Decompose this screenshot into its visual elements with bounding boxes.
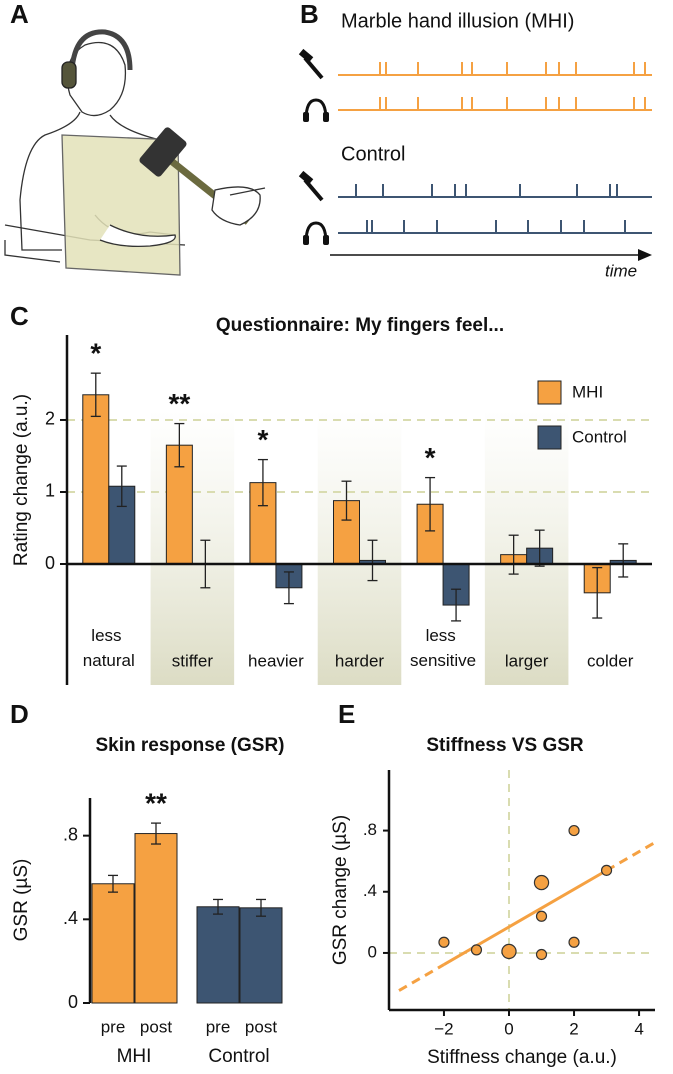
title: Marble hand illusion (MHI) — [341, 10, 574, 32]
error-bar — [174, 422, 185, 468]
x-tick-label: heavier — [248, 651, 304, 670]
legend-label: Control — [572, 427, 627, 446]
chart-title: Questionnaire: My fingers feel... — [216, 315, 504, 336]
bar — [239, 907, 283, 1004]
y-tick-label: .4 — [363, 881, 377, 900]
category-band — [484, 410, 569, 685]
point — [600, 864, 613, 876]
error-bar — [534, 529, 545, 567]
y-tick-label: .4 — [63, 908, 78, 928]
x-axis-label: time — [605, 261, 637, 280]
legend-label: MHI — [572, 382, 603, 401]
significance: ** — [168, 388, 190, 419]
bar — [134, 833, 178, 1004]
error-bar — [341, 480, 352, 521]
headphone-icon — [303, 98, 329, 122]
x-tick-label: −2 — [434, 1019, 453, 1038]
y-tick-label: 0 — [45, 553, 55, 573]
y-tick-label: .8 — [363, 820, 377, 839]
x-tick-label: less sensitive — [410, 626, 476, 670]
hammer-icon — [298, 170, 324, 202]
fit-line — [443, 869, 608, 966]
error-bar — [108, 874, 118, 893]
x-tick-label: 2 — [569, 1019, 578, 1038]
error-bar — [257, 458, 268, 507]
significance: * — [257, 424, 268, 455]
error-bar — [151, 822, 161, 845]
subtitle: Control — [341, 143, 405, 165]
panel-label: B — [300, 0, 319, 29]
chart-title: Stiffness VS GSR — [426, 735, 584, 756]
error-bar — [256, 898, 266, 917]
error-bar — [508, 534, 519, 575]
chart-title: Skin response (GSR) — [96, 735, 285, 756]
x-tick-label: pre — [101, 1017, 126, 1036]
error-bar — [451, 588, 462, 622]
y-axis-label: GSR (µS) — [11, 859, 32, 942]
x-tick-label: less natural — [83, 626, 135, 670]
fit-line-extension — [605, 841, 656, 872]
y-tick-label: 0 — [368, 942, 377, 961]
point — [533, 874, 550, 891]
point — [535, 948, 548, 961]
panel-label: D — [10, 699, 29, 729]
x-tick-label: 0 — [504, 1019, 513, 1038]
panel-label: C — [10, 301, 29, 331]
y-axis-label: Rating change (a.u.) — [11, 394, 32, 566]
error-bar — [116, 465, 127, 508]
panel-label: A — [10, 0, 29, 29]
x-tick-label: colder — [587, 651, 634, 670]
x-tick-label: pre — [206, 1017, 231, 1036]
group-label: MHI — [117, 1046, 152, 1067]
x-tick-label: stiffer — [172, 651, 214, 670]
fit-line-extension — [398, 963, 445, 992]
y-tick-label: 1 — [45, 481, 55, 501]
point — [470, 944, 483, 956]
panel-label: E — [338, 699, 355, 729]
error-bar — [592, 566, 603, 619]
point — [501, 943, 517, 960]
error-bar — [367, 539, 378, 582]
legend-swatch — [537, 380, 562, 405]
bar — [91, 883, 135, 1004]
point — [568, 824, 580, 837]
bar — [196, 906, 240, 1004]
y-tick-label: 2 — [45, 409, 55, 429]
x-tick-label: harder — [335, 651, 384, 670]
x-tick-label: 4 — [634, 1019, 643, 1038]
error-bar — [283, 571, 294, 605]
y-axis-label: GSR change (µS) — [330, 815, 351, 965]
illustration — [4, 29, 266, 276]
legend-swatch — [537, 425, 562, 450]
significance: * — [425, 442, 436, 473]
point — [568, 936, 580, 948]
y-tick-label: 0 — [68, 992, 78, 1012]
headphone-icon — [303, 221, 329, 245]
point — [438, 936, 450, 948]
significance: * — [90, 338, 101, 369]
x-axis-label: Stiffness change (a.u.) — [427, 1047, 617, 1068]
significance: ** — [145, 787, 167, 818]
error-bar — [425, 476, 436, 532]
bar — [82, 394, 110, 565]
y-tick-label: .8 — [63, 824, 78, 844]
x-tick-label: post — [140, 1017, 172, 1036]
error-bar — [90, 372, 101, 418]
group-label: Control — [208, 1046, 269, 1067]
error-bar — [213, 898, 223, 915]
point — [535, 910, 548, 922]
timeline-events — [298, 48, 652, 261]
hammer-icon — [298, 48, 324, 80]
x-tick-label: post — [245, 1017, 277, 1036]
x-tick-label: larger — [505, 651, 549, 670]
error-bar — [618, 543, 629, 578]
